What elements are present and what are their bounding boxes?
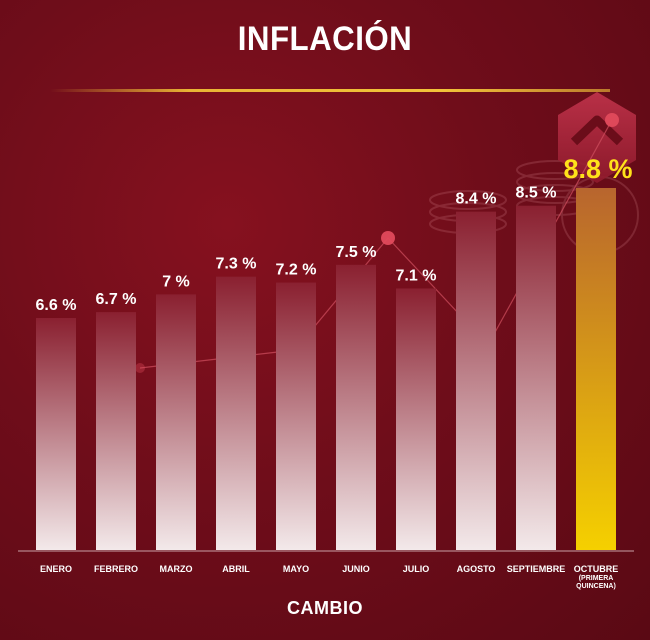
value-label-abril: 7.3 % <box>216 256 257 273</box>
bar-marzo <box>156 294 196 550</box>
tick-label-abril: ABRIL <box>222 564 250 574</box>
tick-label-marzo: MARZO <box>160 564 193 574</box>
value-label-octubre: 8.8 % <box>563 154 632 184</box>
value-label-febrero: 6.7 % <box>96 291 137 308</box>
bar-enero <box>36 318 76 550</box>
tick-label-junio: JUNIO <box>342 564 370 574</box>
tick-label-agosto: AGOSTO <box>457 564 496 574</box>
bar-mayo <box>276 282 316 550</box>
bar-julio <box>396 288 436 550</box>
tick-label-mayo: MAYO <box>283 564 309 574</box>
value-label-junio: 7.5 % <box>336 244 377 261</box>
tick-note-octubre-2: QUINCENA) <box>576 583 616 590</box>
tick-label-octubre: OCTUBRE <box>574 564 619 574</box>
value-label-marzo: 7 % <box>162 273 190 290</box>
value-label-julio: 7.1 % <box>396 267 437 284</box>
bar-febrero <box>96 312 136 550</box>
bar-octubre <box>576 188 616 550</box>
value-label-agosto: 8.4 % <box>456 191 497 208</box>
bar-agosto <box>456 211 496 551</box>
brand-logo: CAMBIO <box>287 598 363 618</box>
chart-title: INFLACIÓN <box>237 20 413 58</box>
tick-label-febrero: FEBRERO <box>94 564 138 574</box>
value-label-mayo: 7.2 % <box>276 262 317 279</box>
tick-label-julio: JULIO <box>403 564 430 574</box>
trend-point <box>605 113 619 127</box>
bar-junio <box>336 264 376 550</box>
tick-label-enero: ENERO <box>40 564 72 574</box>
title-underline <box>50 89 610 92</box>
bars-layer: 6.6 % ENERO 6.7 % FEBRERO 7 % MARZO 7.3 % ABRIL… <box>36 154 633 590</box>
bar-septiembre <box>516 205 556 550</box>
trend-point <box>135 363 145 373</box>
tick-note-octubre-1: (PRIMERA <box>579 575 614 582</box>
value-label-enero: 6.6 % <box>36 297 77 314</box>
trend-point <box>381 231 395 245</box>
bar-abril <box>216 276 256 550</box>
tick-label-septiembre: SEPTIEMBRE <box>507 564 566 574</box>
value-label-septiembre: 8.5 % <box>516 185 557 202</box>
